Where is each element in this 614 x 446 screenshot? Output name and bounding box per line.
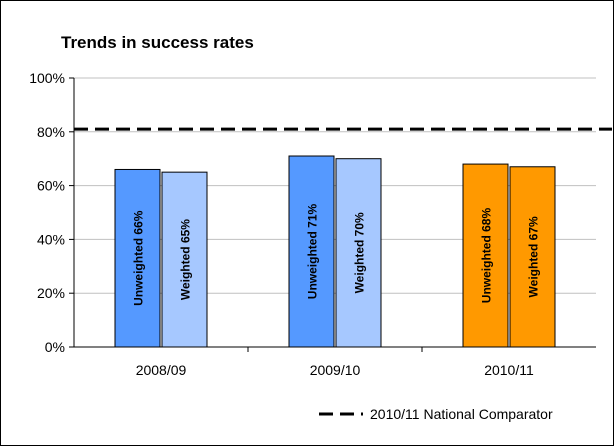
bar-data-label: Weighted 70% xyxy=(353,212,367,293)
bar-data-label: Weighted 67% xyxy=(527,216,541,297)
chart-title: Trends in success rates xyxy=(61,33,254,52)
y-tick-label: 40% xyxy=(37,231,65,247)
bar-unweighted-2008-09 xyxy=(114,168,161,348)
legend-label-comparator: 2010/11 National Comparator xyxy=(370,406,553,422)
x-tick-label: 2008/09 xyxy=(136,362,187,378)
y-tick-label: 100% xyxy=(29,70,65,86)
x-tick-label: 2010/11 xyxy=(484,362,534,378)
bar-data-label: Unweighted 68% xyxy=(480,208,494,304)
bar-data-label: Unweighted 66% xyxy=(132,210,146,306)
bar-unweighted-2010-11 xyxy=(462,163,509,348)
x-tick-label: 2009/10 xyxy=(310,362,361,378)
bar-unweighted-2009-10 xyxy=(288,155,335,348)
bar-weighted-2010-11 xyxy=(509,166,556,348)
bar-data-label: Weighted 65% xyxy=(179,219,193,300)
bar-weighted-2008-09 xyxy=(161,171,208,348)
y-tick-label: 60% xyxy=(37,178,65,194)
y-tick-label: 0% xyxy=(45,339,65,355)
bar-data-label: Unweighted 71% xyxy=(306,204,320,300)
bar-weighted-2009-10 xyxy=(335,158,382,348)
y-tick-label: 20% xyxy=(37,285,65,301)
y-tick-label: 80% xyxy=(37,124,65,140)
